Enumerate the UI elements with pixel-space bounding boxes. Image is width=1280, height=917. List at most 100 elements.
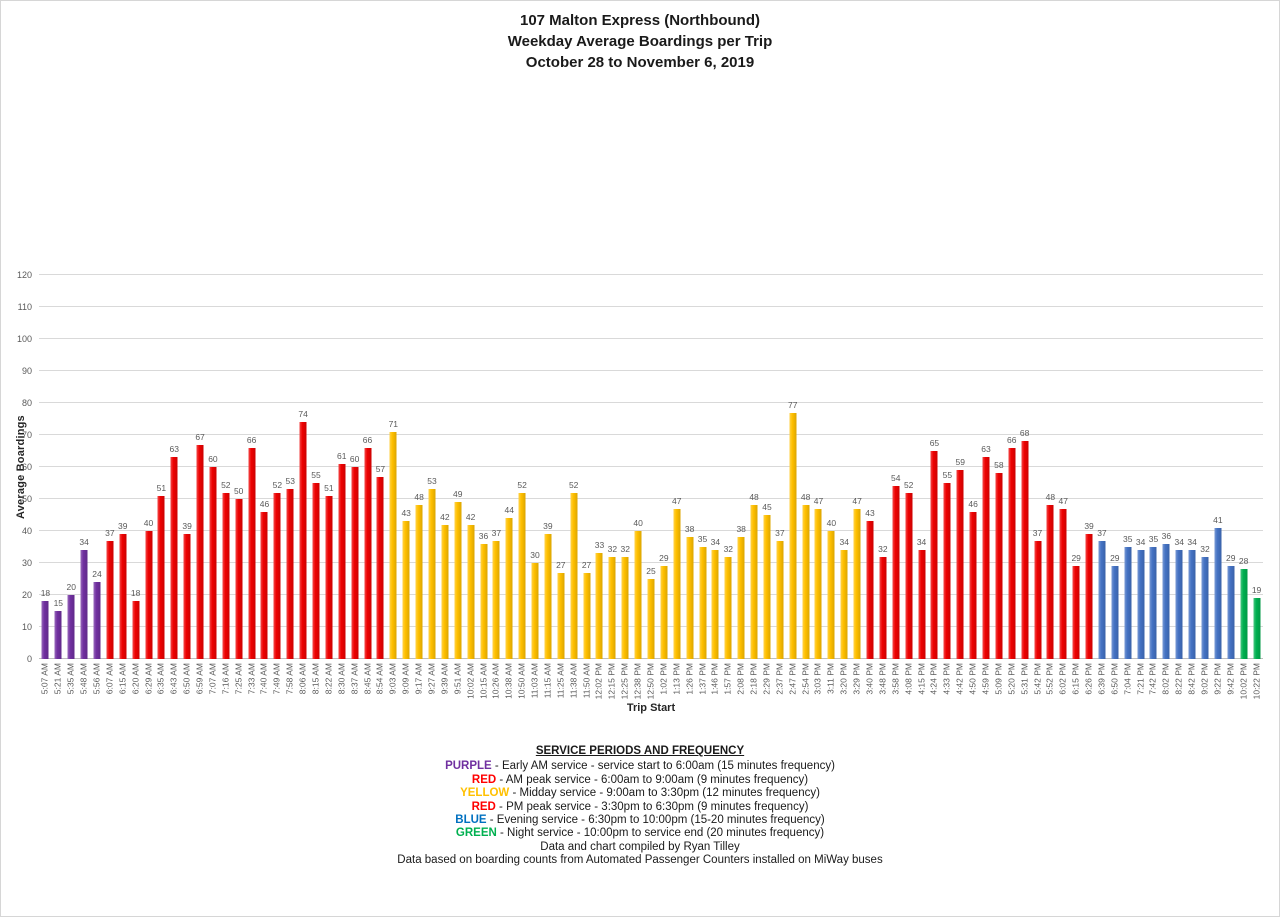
x-tick-label: 5:09 PM — [993, 663, 1004, 695]
bar — [608, 556, 616, 659]
bar-slot: 68 5:31 PM — [1018, 275, 1031, 694]
bar — [879, 556, 887, 659]
bar — [1201, 556, 1209, 659]
bar — [956, 470, 964, 659]
bar-value-label: 46 — [259, 498, 270, 509]
x-tick-label: 7:07 AM — [207, 663, 218, 695]
bar-value-label: 74 — [298, 409, 308, 420]
x-tick-label: 8:45 AM — [362, 663, 373, 695]
bar-slot: 39 6:50 AM — [181, 275, 194, 694]
bar-value-label: 33 — [594, 540, 605, 551]
bar — [1021, 441, 1029, 659]
bar-slot: 60 8:37 AM — [348, 275, 361, 694]
bar-slot: 60 7:07 AM — [206, 275, 219, 694]
bar-slot: 46 4:50 PM — [967, 275, 980, 695]
y-tick-label: 60 — [21, 462, 32, 472]
legend-keyword: YELLOW — [460, 787, 510, 800]
y-tick-label: 120 — [16, 270, 32, 280]
bar-value-label: 32 — [723, 543, 734, 554]
x-tick-label: 1:46 PM — [709, 663, 720, 695]
chart-title-line1: 107 Malton Express (Northbound) — [519, 12, 761, 29]
bar-value-label: 29 — [1071, 553, 1081, 564]
x-tick-label: 4:59 PM — [980, 663, 991, 695]
x-tick-label: 6:02 PM — [1057, 663, 1068, 695]
bar-slot: 19 10:22 PM — [1250, 275, 1263, 699]
x-tick-label: 12:38 PM — [632, 663, 643, 700]
bar-slot: 34 8:22 PM — [1173, 275, 1186, 694]
bar-slot: 25 12:50 PM — [645, 275, 658, 699]
bar — [1227, 566, 1235, 659]
x-tick-label: 9:17 AM — [413, 663, 424, 695]
bar — [634, 531, 642, 659]
bar-value-label: 52 — [517, 479, 527, 490]
bar-value-label: 44 — [504, 505, 514, 516]
bar — [80, 550, 88, 659]
bar-value-label: 32 — [878, 543, 888, 554]
bar-value-label: 35 — [1148, 534, 1159, 544]
bar-slot: 48 2:54 PM — [799, 275, 812, 694]
x-tick-label: 3:58 PM — [890, 663, 901, 695]
bar — [982, 457, 990, 659]
x-tick-label: 2:37 PM — [774, 663, 785, 695]
bar-value-label: 47 — [672, 495, 682, 506]
bar-value-label: 20 — [66, 582, 76, 592]
bar-slot: 20 5:35 AM — [65, 275, 78, 694]
y-tick-label: 70 — [21, 430, 32, 440]
bar-slot: 52 10:50 AM — [516, 275, 529, 699]
bar-slot: 55 8:15 AM — [310, 275, 323, 694]
bar-slot: 39 11:15 AM — [541, 275, 554, 698]
legend-entry: RED - PM peak service - 3:30pm to 6:30pm… — [1, 801, 1279, 814]
x-tick-label: 3:03 PM — [812, 663, 823, 695]
bar-value-label: 34 — [839, 537, 849, 548]
x-tick-label: 5:48 AM — [78, 663, 89, 695]
bar-slot: 50 7:25 AM — [232, 275, 245, 694]
bar-value-label: 47 — [813, 495, 824, 506]
bar — [930, 451, 938, 659]
legend-description: - Night service - 10:00pm to service end… — [496, 827, 825, 840]
bar — [827, 531, 835, 659]
bar-slot: 34 5:48 AM — [78, 275, 91, 694]
bar-slot: 32 3:48 PM — [876, 275, 889, 695]
bar — [1162, 543, 1170, 659]
bar — [711, 550, 719, 659]
bar-value-label: 48 — [1045, 492, 1056, 503]
bar-slot: 63 6:43 AM — [168, 275, 181, 694]
bar-value-label: 66 — [1007, 434, 1017, 445]
bar — [222, 492, 230, 659]
gridline — [39, 306, 1263, 307]
bar-value-label: 39 — [1084, 521, 1094, 532]
bar — [918, 550, 926, 659]
bar-slot: 29 6:50 PM — [1108, 275, 1121, 694]
bar-value-label: 53 — [285, 476, 295, 487]
gridline — [39, 530, 1263, 531]
x-tick-label: 4:24 PM — [928, 663, 939, 695]
bar — [1111, 566, 1119, 659]
bar-slot: 67 6:59 AM — [194, 275, 207, 695]
bar-slot: 63 4:59 PM — [980, 275, 993, 694]
bar-value-label: 45 — [762, 502, 772, 512]
x-tick-label: 5:56 AM — [91, 663, 102, 695]
bar-slot: 41 9:22 PM — [1211, 275, 1224, 695]
bar-slot: 39 6:26 PM — [1083, 275, 1096, 694]
x-tick-label: 7:33 AM — [246, 663, 257, 695]
x-tick-label: 3:40 PM — [864, 663, 875, 695]
x-tick-label: 10:50 AM — [516, 663, 527, 699]
bar-value-label: 34 — [1187, 537, 1197, 548]
x-tick-label: 11:38 AM — [568, 663, 579, 699]
bar-value-label: 54 — [891, 473, 901, 484]
bar — [454, 502, 462, 659]
y-tick-label: 30 — [21, 558, 32, 568]
bar-value-label: 66 — [246, 434, 257, 445]
bar — [1253, 598, 1261, 659]
bar-slot: 34 3:20 PM — [838, 275, 851, 694]
chart-title: 107 Malton Express (Northbound) Weekday … — [1, 10, 1279, 73]
x-tick-label: 4:15 PM — [916, 663, 927, 695]
bar — [1098, 540, 1106, 659]
bar — [1008, 447, 1016, 659]
bar-value-label: 29 — [1226, 553, 1236, 564]
bar — [1175, 550, 1183, 659]
bar-slot: 34 4:15 PM — [915, 275, 928, 694]
x-tick-label: 4:33 PM — [941, 663, 952, 695]
bar-slot: 35 7:04 PM — [1121, 275, 1134, 695]
y-tick-label: 20 — [21, 590, 32, 600]
